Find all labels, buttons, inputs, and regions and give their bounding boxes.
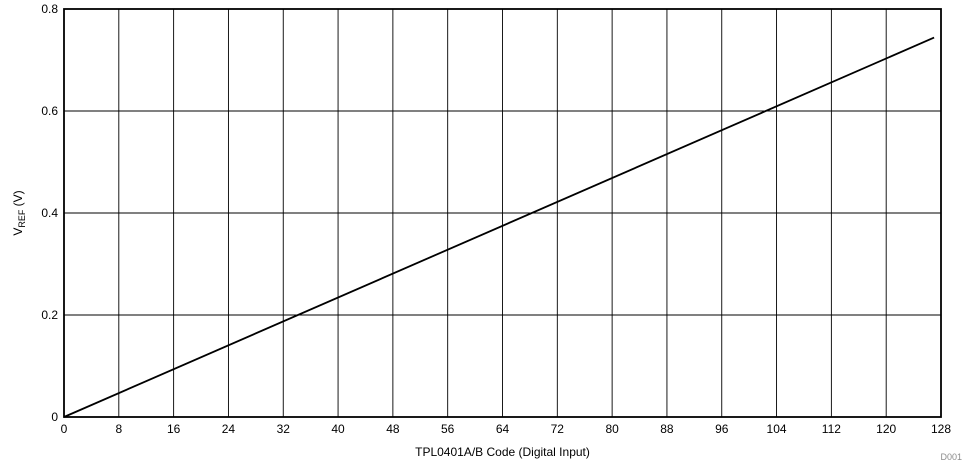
horizontal-gridlines: [64, 110, 941, 316]
y-axis-title: VREF (V): [11, 190, 27, 235]
x-tick-label-1: 8: [115, 422, 122, 436]
y-tick-label-3: 0.6: [41, 104, 58, 118]
x-tick-label-3: 24: [222, 422, 236, 436]
x-tick-label-15: 120: [876, 422, 896, 436]
x-axis-tick-labels: 0 8 16 24 32 40 48 56 64 72 80 88 96 104 112 120 128: [61, 422, 952, 436]
series-line-0: [63, 36, 935, 418]
y-tick-label-1: 0.2: [41, 308, 58, 322]
plot-frame: [63, 8, 942, 418]
x-axis-title: TPL0401A/B Code (Digital Input): [415, 445, 590, 459]
x-tick-label-11: 88: [660, 422, 674, 436]
x-tick-label-8: 64: [496, 422, 510, 436]
y-tick-label-2: 0.4: [41, 206, 58, 220]
series-layer: [63, 36, 935, 418]
y-axis-title-main: V: [11, 228, 25, 236]
x-tick-label-14: 112: [822, 422, 841, 436]
x-tick-label-4: 32: [277, 422, 291, 436]
x-tick-label-12: 96: [715, 422, 729, 436]
y-tick-label-4: 0.8: [41, 2, 58, 16]
x-tick-label-13: 104: [767, 422, 787, 436]
x-tick-label-5: 40: [331, 422, 345, 436]
figure-id: D001: [940, 452, 962, 462]
y-axis-title-subscript: REF: [17, 209, 27, 228]
y-axis-tick-labels: 0 0.2 0.4 0.6 0.8: [41, 2, 58, 424]
x-tick-label-6: 48: [386, 422, 400, 436]
y-axis-title-unit: (V): [11, 190, 25, 209]
x-tick-label-16: 128: [931, 422, 951, 436]
x-tick-label-7: 56: [441, 422, 455, 436]
x-tick-label-9: 72: [551, 422, 565, 436]
x-tick-label-0: 0: [61, 422, 68, 436]
y-tick-label-0: 0: [51, 410, 58, 424]
x-tick-label-2: 16: [167, 422, 181, 436]
x-tick-label-10: 80: [605, 422, 619, 436]
